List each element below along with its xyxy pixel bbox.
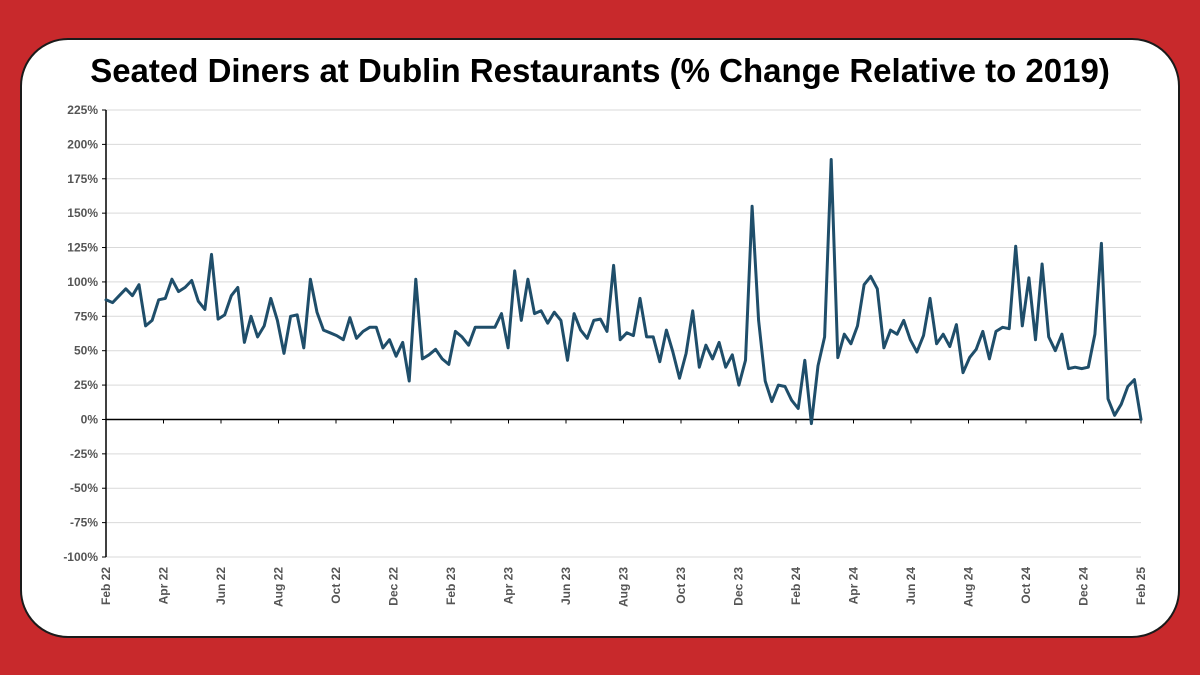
- y-tick-label: -75%: [70, 516, 98, 530]
- y-tick-label: 150%: [67, 206, 98, 220]
- chart-title: Seated Diners at Dublin Restaurants (% C…: [90, 52, 1110, 89]
- y-axis-ticks: 225% 200% 175% 150% 125% 100% 75% 50% 25% 0% -25% -…: [63, 103, 98, 564]
- x-tick-label: Oct 23: [674, 567, 688, 604]
- x-tick-label: Feb 24: [789, 567, 803, 605]
- x-tick-label: Feb 23: [444, 567, 458, 605]
- x-tick-label: Jun 24: [904, 567, 918, 605]
- y-tick-label: 100%: [67, 275, 98, 289]
- y-tick-label: 50%: [74, 344, 98, 358]
- x-tick-label: Apr 23: [502, 567, 516, 605]
- x-tick-label: Jun 23: [559, 567, 573, 605]
- x-tick-label: Dec 22: [387, 567, 401, 606]
- x-tick-label: Jun 22: [214, 567, 228, 605]
- y-tick-label: 25%: [74, 378, 98, 392]
- y-tick-label: -25%: [70, 447, 98, 461]
- gridlines: [106, 109, 1141, 558]
- chart-card: [20, 38, 1180, 638]
- y-tick-label: -50%: [70, 481, 98, 495]
- x-tick-label: Aug 23: [617, 567, 631, 607]
- x-tick-label: Apr 24: [847, 567, 861, 605]
- y-tick-label: 175%: [67, 172, 98, 186]
- x-tick-label: Feb 22: [99, 567, 113, 605]
- x-tick-label: Dec 24: [1077, 567, 1091, 606]
- x-tick-label: Apr 22: [157, 567, 171, 605]
- y-tick-label: -100%: [63, 550, 98, 564]
- x-axis-ticks: Feb 22 Apr 22 Jun 22 Aug 22 Oct 22 Dec 22 Feb …: [99, 567, 1148, 607]
- axes: [102, 109, 1142, 558]
- x-tick-label: Feb 25: [1134, 567, 1148, 605]
- x-tick-label: Aug 24: [962, 567, 976, 607]
- x-tick-label: Aug 22: [272, 567, 286, 607]
- y-tick-label: 75%: [74, 309, 98, 323]
- series-line: [104, 158, 1143, 426]
- x-tick-label: Oct 24: [1019, 567, 1033, 604]
- y-tick-label: 225%: [67, 103, 98, 117]
- series-layer: [104, 158, 1143, 426]
- y-tick-label: 0%: [81, 412, 99, 426]
- y-tick-label: 200%: [67, 137, 98, 151]
- x-tick-label: Dec 23: [732, 567, 746, 606]
- x-tick-label: Oct 22: [329, 567, 343, 604]
- y-tick-label: 125%: [67, 241, 98, 255]
